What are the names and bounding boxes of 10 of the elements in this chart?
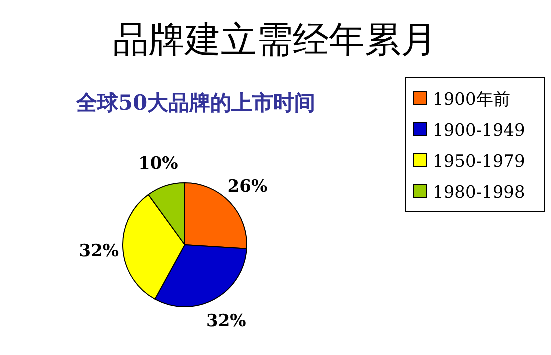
legend-label: 1980-1998 (433, 183, 526, 203)
data-label: 32% (206, 311, 246, 332)
legend-label: 1900年前 (433, 90, 510, 110)
chart-title: 品牌建立需经年累月 (113, 20, 437, 61)
legend-label: 1950-1979 (433, 152, 526, 172)
data-label: 26% (228, 177, 268, 198)
data-label: 32% (79, 241, 120, 262)
text: 全球50大品牌的上市时间 (75, 90, 316, 115)
legend-label: 1900-1949 (433, 121, 526, 141)
data-label: 10% (138, 154, 178, 174)
